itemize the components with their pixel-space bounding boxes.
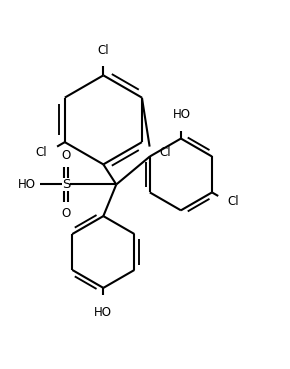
Text: O: O [61, 207, 71, 220]
Text: Cl: Cl [97, 44, 109, 57]
Text: S: S [62, 178, 70, 191]
Text: HO: HO [173, 108, 191, 121]
Text: HO: HO [94, 306, 112, 319]
Text: O: O [61, 149, 71, 162]
Text: Cl: Cl [159, 146, 171, 159]
Text: HO: HO [18, 178, 36, 191]
Text: Cl: Cl [228, 195, 239, 208]
Text: Cl: Cl [36, 146, 48, 159]
